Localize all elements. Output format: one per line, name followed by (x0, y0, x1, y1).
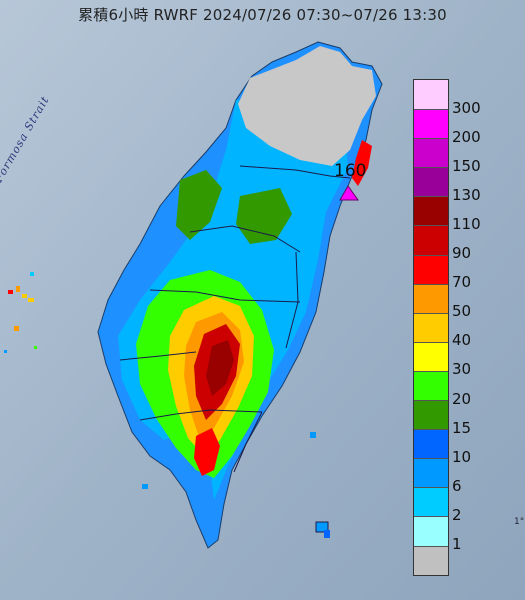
no-rain-area (238, 46, 376, 166)
legend-swatch-15 (414, 400, 448, 430)
legend-swatch-10 (414, 429, 448, 459)
legend-swatch-300 (414, 80, 448, 110)
legend-label-10: 10 (452, 447, 472, 466)
legend-swatch-30 (414, 341, 448, 371)
legend-swatch-200 (414, 109, 448, 139)
legend-label-2: 2 (452, 505, 462, 524)
county-boundaries (119, 165, 351, 473)
penghu-islands (4, 272, 37, 353)
legend-label-200: 200 (452, 127, 481, 146)
legend-label-150: 150 (452, 156, 481, 175)
legend-swatch-40 (414, 312, 448, 342)
legend-label-300: 300 (452, 98, 481, 117)
legend-swatch-none (414, 545, 448, 575)
color-legend (413, 79, 449, 576)
legend-label-50: 50 (452, 302, 472, 321)
legend-swatch-20 (414, 370, 448, 401)
legend-label-6: 6 (452, 476, 462, 495)
legend-label-40: 40 (452, 331, 472, 350)
rain-band-south-70mm (194, 428, 220, 476)
legend-label-130: 130 (452, 185, 481, 204)
map-title: 累積6小時 RWRF 2024/07/26 07:30~07/26 13:30 (78, 6, 447, 24)
edge-text: 1° (514, 517, 525, 527)
peak-marker-icon (339, 185, 359, 201)
east-islands (142, 432, 330, 538)
legend-swatch-2 (414, 487, 448, 517)
legend-label-70: 70 (452, 273, 472, 292)
peak-value-label: 160 (334, 161, 367, 181)
legend-label-30: 30 (452, 360, 472, 379)
legend-swatch-50 (414, 283, 448, 313)
legend-swatch-70 (414, 254, 448, 284)
legend-swatch-90 (414, 225, 448, 255)
legend-label-20: 20 (452, 389, 472, 408)
legend-swatch-130 (414, 167, 448, 197)
legend-swatch-1 (414, 516, 448, 546)
legend-label-90: 90 (452, 244, 472, 263)
legend-swatch-110 (414, 196, 448, 226)
legend-label-110: 110 (452, 214, 481, 233)
legend-swatch-150 (414, 138, 448, 168)
rain-band-east-90mm (352, 140, 372, 186)
legend-label-1: 1 (452, 535, 462, 554)
legend-swatch-6 (414, 458, 448, 488)
rain-band-110mm (206, 340, 234, 396)
legend-label-15: 15 (452, 418, 472, 437)
rain-band-15mm (176, 170, 292, 244)
